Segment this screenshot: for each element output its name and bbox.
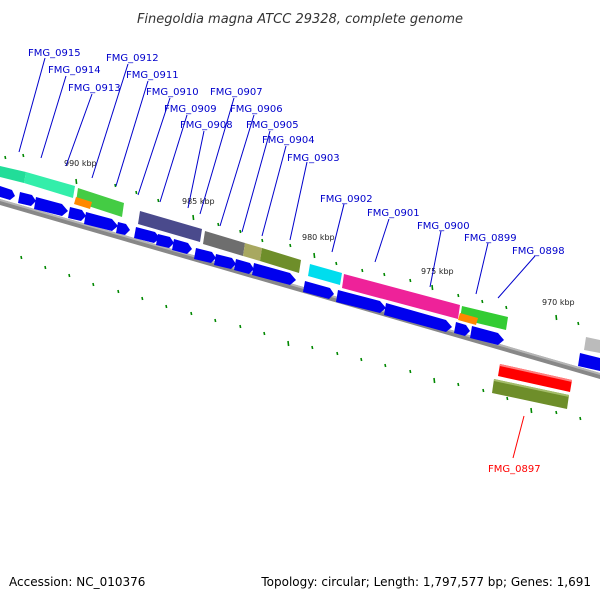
accession-text: Accession: NC_010376 bbox=[9, 575, 145, 589]
gene-label-fmg-0913: FMG_0913 bbox=[68, 83, 121, 94]
gene-label-fmg-0901: FMG_0901 bbox=[367, 208, 420, 219]
gene-label-leaders bbox=[18, 57, 536, 299]
kbp-label: 990 kbp bbox=[64, 159, 97, 168]
genome-backbone bbox=[0, 199, 600, 379]
gene-label-fmg-0915: FMG_0915 bbox=[28, 48, 81, 59]
genome-summary-text: Topology: circular; Length: 1,797,577 bp… bbox=[260, 575, 591, 589]
gene-label-fmg-0900: FMG_0900 bbox=[417, 221, 470, 232]
gene-label-fmg-0907: FMG_0907 bbox=[210, 87, 263, 98]
gene-label-fmg-0908: FMG_0908 bbox=[180, 120, 233, 131]
gene-label-fmg-0903: FMG_0903 bbox=[287, 153, 340, 164]
gene-label-fmg-0898: FMG_0898 bbox=[512, 246, 565, 257]
lower-tick-track bbox=[20, 255, 582, 421]
kbp-label: 980 kbp bbox=[302, 233, 335, 242]
gene-label-fmg-0899: FMG_0899 bbox=[464, 233, 517, 244]
forward-gene-track bbox=[0, 186, 600, 371]
gene-label-fmg-0909: FMG_0909 bbox=[164, 104, 217, 115]
gene-label-leader-fmg-0897 bbox=[512, 415, 525, 459]
map-title: Finegoldia magna ATCC 29328, complete ge… bbox=[137, 12, 463, 27]
gene-label-fmg-0902: FMG_0902 bbox=[320, 194, 373, 205]
scale-labels: 990 kbp 985 kbp 980 kbp 975 kbp 970 kbp bbox=[64, 159, 575, 307]
gene-label-fmg-0910: FMG_0910 bbox=[146, 87, 199, 98]
gene-label-fmg-0912: FMG_0912 bbox=[106, 53, 159, 64]
gene-label-fmg-0914: FMG_0914 bbox=[48, 65, 101, 76]
kbp-label: 975 kbp bbox=[421, 267, 454, 276]
gene-labels: FMG_0915 FMG_0914 FMG_0913 FMG_0912 FMG_… bbox=[28, 48, 565, 475]
gene-label-fmg-0905: FMG_0905 bbox=[246, 120, 299, 131]
upper-gene-track bbox=[0, 166, 600, 353]
upper-tick-track bbox=[4, 153, 580, 326]
gene-label-fmg-0897: FMG_0897 bbox=[488, 464, 541, 475]
gene-label-fmg-0906: FMG_0906 bbox=[230, 104, 283, 115]
reverse-gene-track bbox=[492, 364, 572, 409]
gene-label-fmg-0904: FMG_0904 bbox=[262, 135, 315, 146]
gene-label-fmg-0911: FMG_0911 bbox=[126, 70, 179, 81]
kbp-label: 970 kbp bbox=[542, 298, 575, 307]
kbp-label: 985 kbp bbox=[182, 197, 215, 206]
